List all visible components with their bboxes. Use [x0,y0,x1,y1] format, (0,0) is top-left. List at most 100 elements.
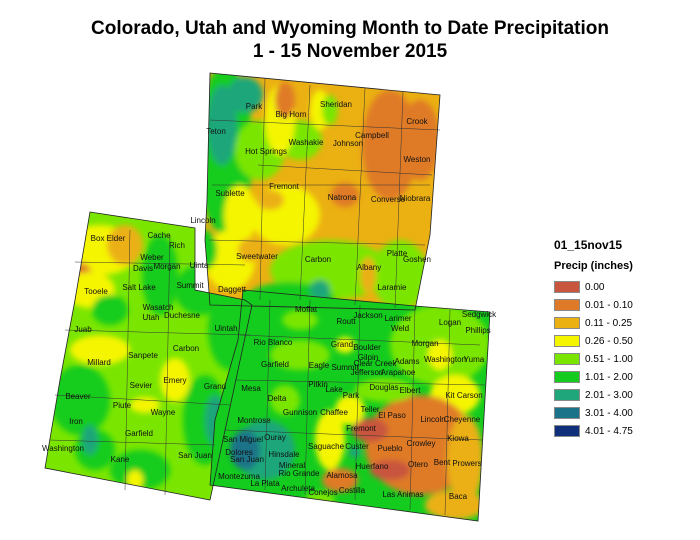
county-label: Carbon [305,255,331,264]
county-label: Gilpin [358,353,378,362]
county-label: Teton [206,127,226,136]
county-label: Weber [140,253,164,262]
county-label: Yuma [464,355,485,364]
county-label: Goshen [403,255,431,264]
county-label: Chaffee [320,408,348,417]
legend-swatch [554,353,580,365]
county-label: Kane [111,455,130,464]
legend-label: 1.01 - 2.00 [585,371,633,383]
county-label: Saguache [308,442,345,451]
county-label: Logan [439,318,461,327]
county-label: Fremont [346,424,377,433]
county-label: Garfield [125,429,153,438]
county-label: Grand [204,382,226,391]
county-label: Otero [408,460,429,469]
county-label: Custer [345,442,369,451]
county-label: Moffat [295,305,318,314]
county-label: Routt [336,317,356,326]
county-label: Montrose [237,416,271,425]
county-label: Alamosa [326,471,358,480]
county-label: Conejos [308,488,337,497]
legend-label: 0.00 [585,281,605,293]
county-label: Huerfano [356,462,389,471]
county-label: Lincoln [190,216,215,225]
county-label: Grand [331,340,353,349]
county-label: Park [246,102,263,111]
county-label: San Juan [178,451,212,460]
county-label: Washakie [289,138,324,147]
county-label: Montezuma [218,472,260,481]
county-label: Hot Springs [245,147,287,156]
county-label: Boulder [353,343,381,352]
county-label: Carbon [173,344,199,353]
county-label: Kit Carson [445,391,482,400]
legend-swatch [554,299,580,311]
county-label: Tooele [84,287,108,296]
county-label: Archuleta [281,484,315,493]
legend-subtitle: Precip (inches) [554,260,633,272]
county-label: Laramie [378,283,407,292]
county-label: Natrona [328,193,357,202]
county-label: Piute [113,401,132,410]
county-boundaries [49,77,486,516]
legend-item: 0.26 - 0.50 [554,332,694,350]
legend-layer-name: 01_15nov15 [554,238,623,252]
county-label: Lincoln [420,415,445,424]
county-label: Larimer [384,314,411,323]
county-label: Cheyenne [444,415,481,424]
legend-item: 0.00 [554,278,694,296]
county-label: Davis [133,264,153,273]
county-label: Kiowa [447,434,469,443]
county-label: Crowley [407,439,436,448]
county-label: Sheridan [320,100,352,109]
county-label: Adams [395,357,420,366]
county-label: Teller [360,405,379,414]
county-label: Eagle [309,361,330,370]
legend-items: 0.00 0.01 - 0.10 0.11 - 0.25 0.26 - 0.50 0.5… [554,278,694,440]
county-label: Big Horn [275,110,306,119]
county-label: Wasatch [143,303,174,312]
county-label: Hinsdale [268,450,300,459]
county-label: Sweetwater [236,252,278,261]
legend-item: 1.01 - 2.00 [554,368,694,386]
county-label: Lake [325,385,343,394]
county-label: Albany [357,263,381,272]
map-title-line1: Colorado, Utah and Wyoming Month to Date… [91,18,609,39]
county-label: Arapahoe [381,368,416,377]
legend-swatch [554,317,580,329]
county-label: Platte [387,249,408,258]
legend-swatch [554,407,580,419]
county-label: Prowers [452,459,481,468]
legend-label: 0.26 - 0.50 [585,335,633,347]
legend-item: 0.01 - 0.10 [554,296,694,314]
county-label: Utah [143,313,160,322]
county-label: Jefferson [351,368,384,377]
legend-item: 0.51 - 1.00 [554,350,694,368]
county-label: Washington [424,355,466,364]
county-label: Salt Lake [122,283,156,292]
county-labels: Park Big Horn Sheridan Crook Teton Campbell Wa… [42,100,497,501]
county-label: Park [343,391,360,400]
legend-swatch [554,371,580,383]
county-label: Duchesne [164,311,201,320]
county-label: Ouray [264,433,286,442]
county-label: Rich [169,241,185,250]
county-label: Bent [434,458,451,467]
county-label: Douglas [369,383,398,392]
county-label: Costilla [339,486,366,495]
county-label: Sanpete [128,351,158,360]
county-label: Morgan [411,339,438,348]
county-label: Cache [147,231,171,240]
county-label: Johnson [333,139,363,148]
county-label: Box Elder [91,234,126,243]
county-label: San Juan [230,455,264,464]
county-label: San Miguel [223,435,263,444]
county-label: Mineral [279,461,305,470]
county-label: Rio Grande [279,469,320,478]
map-title-line2: 1 - 15 November 2015 [252,41,448,62]
county-label: El Paso [378,411,406,420]
county-label: Washington [42,444,84,453]
county-label: Sevier [130,381,153,390]
county-label: Millard [87,358,111,367]
